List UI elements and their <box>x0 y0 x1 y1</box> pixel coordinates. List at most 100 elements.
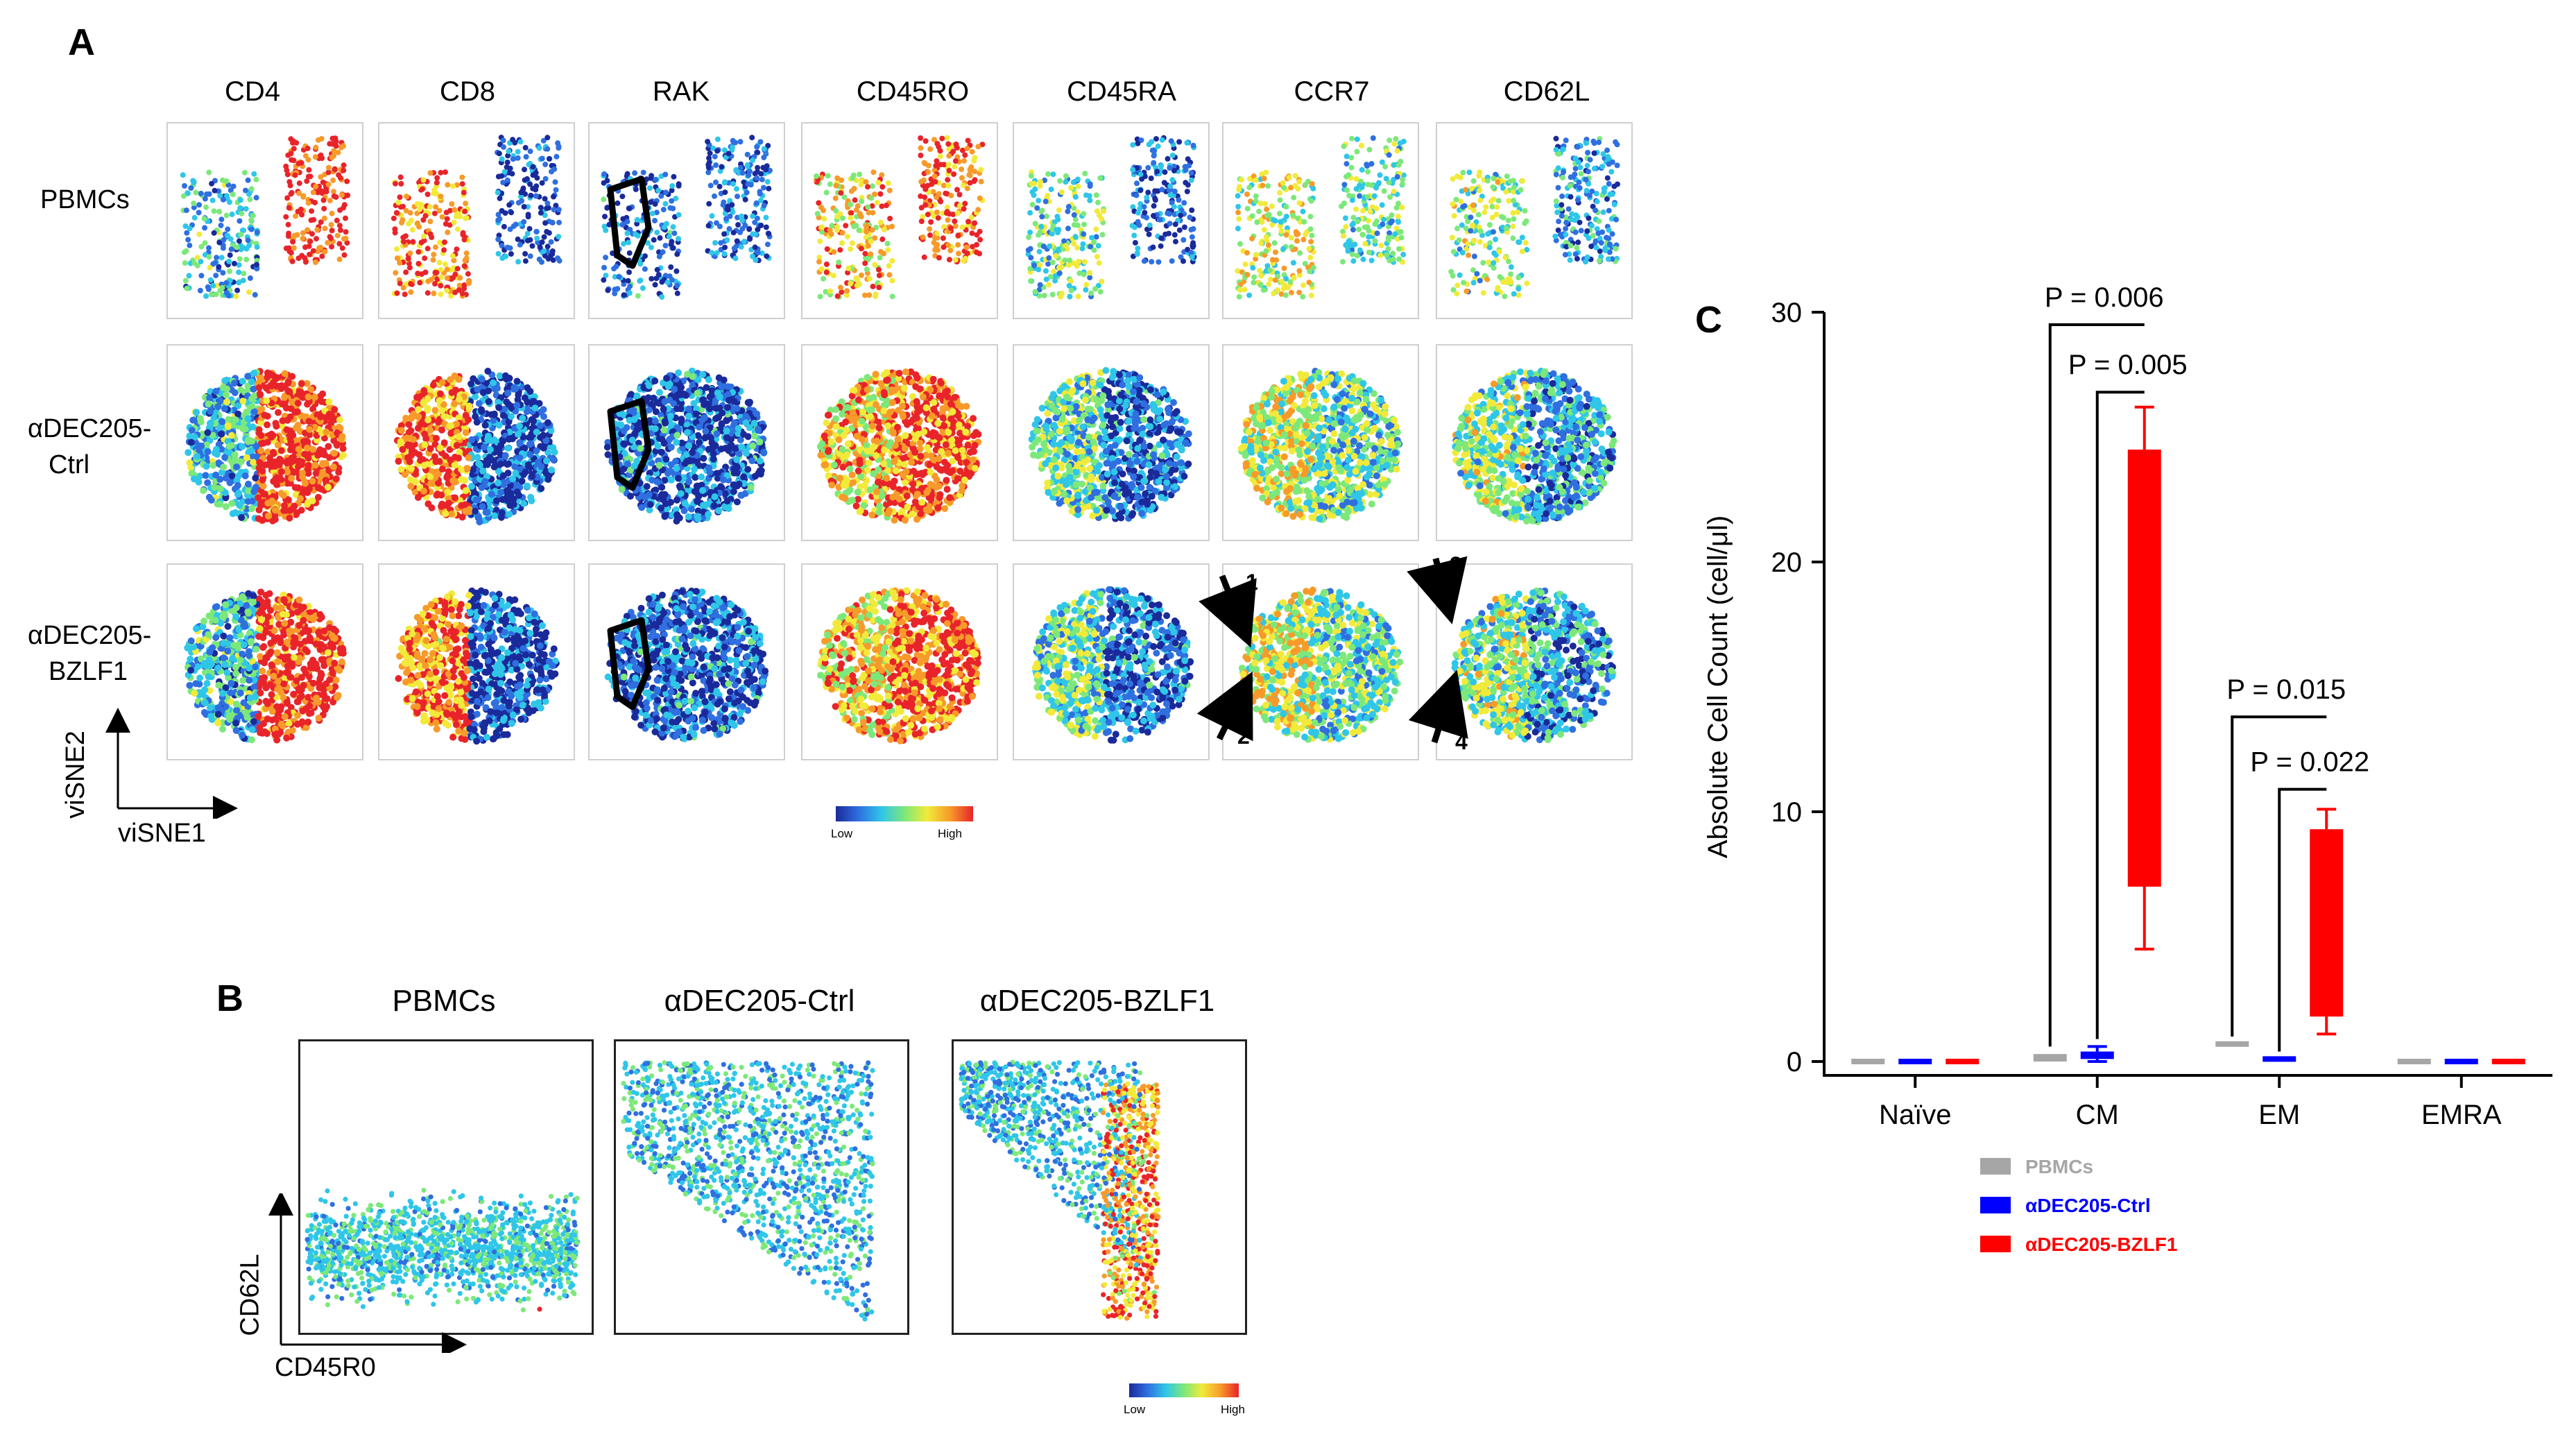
tsne-plot <box>184 588 347 744</box>
tsne-plot <box>1028 367 1192 522</box>
legend-label: PBMCs <box>2025 1156 2093 1177</box>
legend-label: αDEC205-BZLF1 <box>2025 1234 2177 1255</box>
p-value-label: P = 0.022 <box>2250 747 2369 778</box>
box-1 <box>2444 1059 2478 1064</box>
tsne-tile <box>378 344 575 541</box>
tsne-plot <box>1451 587 1617 744</box>
tsne-plot <box>814 135 986 300</box>
box-0 <box>2397 1059 2431 1064</box>
panel-c-letter: C <box>1695 299 1722 341</box>
row-header-line: αDEC205- <box>28 621 152 650</box>
panel-a-letter: A <box>68 22 95 63</box>
y-tick-label: 0 <box>1787 1047 1802 1077</box>
row-header-line: BZLF1 <box>49 657 128 686</box>
tsne-plot <box>184 368 347 525</box>
rak-gate-outline <box>607 398 652 491</box>
row-header-pbmcs: PBMCs <box>40 182 130 218</box>
tsne-plot <box>603 367 768 525</box>
tsne-tile <box>801 344 998 541</box>
box-0 <box>1851 1059 1885 1064</box>
col-header-rak: RAK <box>652 76 710 107</box>
box-0 <box>2033 1054 2067 1062</box>
tsne-tile <box>378 122 575 319</box>
tsne-tile <box>588 344 785 541</box>
visne1-label: viSNE1 <box>118 819 206 848</box>
tsne-plot <box>1448 135 1620 300</box>
y-tick-label: 20 <box>1771 547 1803 578</box>
box-1 <box>2262 1056 2296 1062</box>
significance-bracket <box>2095 391 2145 1039</box>
col-header-cd45ra: CD45RA <box>1067 76 1176 107</box>
tsne-tile <box>801 563 998 760</box>
tsne-tile <box>588 122 785 319</box>
tsne-tile <box>1222 344 1419 541</box>
tsne-tile <box>378 563 575 760</box>
significance-bracket <box>2278 787 2327 1052</box>
b-title-bzlf1: αDEC205-BZLF1 <box>979 984 1215 1018</box>
tsne-plot <box>1238 586 1404 743</box>
tsne-tile <box>1013 344 1210 541</box>
tsne-tile <box>166 563 363 760</box>
tsne-tile <box>1013 563 1210 760</box>
tsne-tile <box>801 122 998 319</box>
cell-count-chart: 0 10 20 30 Absolute Cell Count (cell/μl) Naïv… <box>1703 282 2552 1255</box>
tsne-tile <box>1013 122 1210 319</box>
col-header-cd45ro: CD45RO <box>856 76 970 107</box>
box-2 <box>2491 1059 2525 1064</box>
tsne-plot <box>816 368 982 524</box>
col-header-cd62l: CD62L <box>1503 76 1590 107</box>
row-header-line: PBMCs <box>40 185 130 214</box>
significance-bracket <box>2048 323 2145 1047</box>
panel-b-letter: B <box>216 978 243 1019</box>
colour-scale-b <box>1129 1383 1239 1397</box>
tsne-tile <box>1436 344 1633 541</box>
rak-gate-outline <box>607 176 652 269</box>
row-header-line: Ctrl <box>49 450 90 479</box>
tsne-plot <box>180 135 351 300</box>
tsne-plot <box>1031 586 1194 744</box>
tsne-plot <box>390 135 563 299</box>
x-tick-label: Naïve <box>1879 1100 1952 1130</box>
box-0 <box>2215 1041 2249 1047</box>
box-2 <box>2310 829 2344 1017</box>
tsne-plot <box>1025 135 1197 300</box>
col-header-cd8: CD8 <box>439 76 496 107</box>
legend-label: αDEC205-Ctrl <box>2025 1195 2151 1216</box>
visne-axes <box>105 708 238 819</box>
tsne-tile <box>1222 122 1419 319</box>
tsne-plot <box>1235 135 1407 300</box>
rak-gate-outline <box>607 617 652 710</box>
flow-axes <box>268 1193 467 1353</box>
y-tick-label: 30 <box>1771 298 1803 328</box>
tsne-tile <box>166 122 363 319</box>
tsne-plot <box>395 587 560 745</box>
box-2 <box>2127 450 2161 887</box>
legend-swatch <box>1980 1197 2011 1213</box>
legend-swatch <box>1980 1158 2011 1175</box>
row-header-bzlf1: αDEC205- BZLF1 <box>28 617 151 690</box>
b-title-pbmcs: PBMCs <box>392 984 496 1018</box>
tsne-plot <box>394 368 558 526</box>
tsne-tile <box>1222 563 1419 760</box>
box-2 <box>1946 1059 1980 1064</box>
flow-plot <box>614 1039 909 1335</box>
flow-plot <box>952 1039 1247 1335</box>
scale-b-high: High <box>1221 1403 1245 1416</box>
cd45r0-label: CD45R0 <box>275 1353 376 1382</box>
tsne-tile <box>166 344 363 541</box>
flow-plot <box>298 1039 594 1335</box>
b-title-ctrl: αDEC205-Ctrl <box>664 984 855 1018</box>
y-tick-label: 10 <box>1771 797 1803 828</box>
tsne-tile <box>1436 122 1633 319</box>
legend-swatch <box>1980 1236 2011 1252</box>
tsne-plot <box>1237 368 1403 523</box>
scale-b-low: Low <box>1124 1403 1146 1416</box>
tsne-tile <box>588 563 785 760</box>
tsne-plot <box>1452 367 1617 525</box>
p-value-label: P = 0.015 <box>2226 674 2346 705</box>
tsne-plot <box>601 135 773 300</box>
col-header-cd4: CD4 <box>224 76 281 107</box>
box-1 <box>1898 1059 1932 1064</box>
p-value-label: P = 0.005 <box>2068 350 2188 380</box>
tsne-tile <box>1436 563 1633 760</box>
